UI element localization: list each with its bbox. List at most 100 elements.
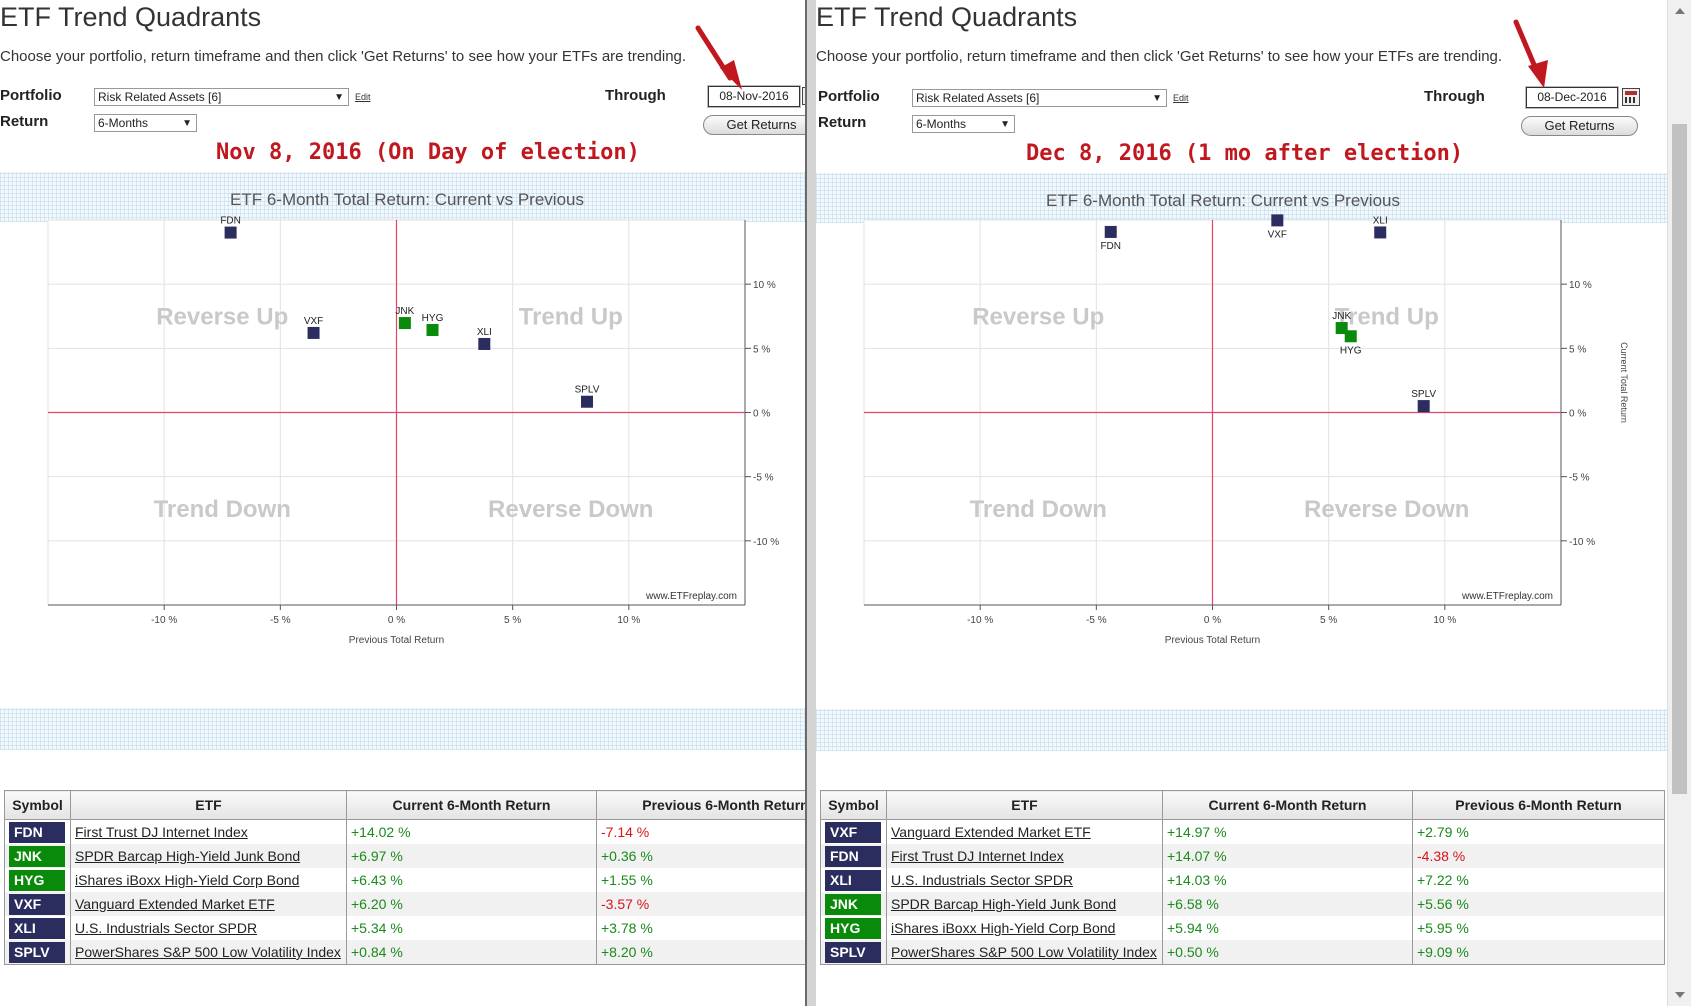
- data-point: [307, 326, 320, 339]
- previous-return-cell: -7.14 %: [596, 819, 805, 844]
- table-row: SPLV PowerShares S&P 500 Low Volatility I…: [4, 940, 805, 965]
- symbol-badge: FDN: [825, 846, 881, 867]
- quadrant-label: Reverse Down: [488, 496, 653, 523]
- scroll-down-icon[interactable]: [1675, 992, 1685, 998]
- data-point: [581, 395, 594, 408]
- portfolio-select[interactable]: Risk Related Assets [6] ▼: [912, 89, 1167, 107]
- data-point: [1344, 330, 1357, 343]
- quadrant-label: Trend Down: [970, 496, 1107, 523]
- panel-divider[interactable]: [805, 0, 816, 1006]
- header-etf[interactable]: ETF: [70, 790, 347, 820]
- etf-name-link[interactable]: SPDR Barcap High-Yield Junk Bond: [75, 848, 301, 864]
- etf-table-container: Symbol ETF Current 6-Month Return Previo…: [820, 790, 1665, 965]
- etf-name-link[interactable]: First Trust DJ Internet Index: [891, 848, 1064, 864]
- return-label: Return: [818, 114, 867, 131]
- through-date-input[interactable]: 08-Nov-2016: [707, 85, 801, 108]
- table-row: FDN First Trust DJ Internet Index +14.07 %…: [820, 844, 1665, 868]
- data-point: [1104, 225, 1117, 238]
- symbol-badge: SPLV: [9, 942, 65, 963]
- etf-name-link[interactable]: SPDR Barcap High-Yield Junk Bond: [891, 896, 1117, 912]
- x-tick-label: 5 %: [504, 615, 521, 626]
- etf-name-link[interactable]: PowerShares S&P 500 Low Volatility Index: [891, 944, 1157, 960]
- current-return-cell: +6.58 %: [1162, 892, 1413, 916]
- previous-return-cell: +7.22 %: [1412, 868, 1665, 892]
- header-current-return[interactable]: Current 6-Month Return: [346, 790, 597, 820]
- symbol-cell: VXF: [4, 892, 71, 916]
- etf-name-cell: First Trust DJ Internet Index: [886, 844, 1163, 868]
- scroll-up-icon[interactable]: [1675, 8, 1685, 14]
- quadrant-label: Reverse Up: [156, 303, 288, 330]
- instructions-text: Choose your portfolio, return timeframe …: [816, 48, 1503, 65]
- etf-name-link[interactable]: U.S. Industrials Sector SPDR: [891, 872, 1074, 888]
- y-axis-label: Current Total Return: [1619, 342, 1629, 423]
- through-date-input[interactable]: 08-Dec-2016: [1525, 86, 1619, 109]
- etf-name-link[interactable]: First Trust DJ Internet Index: [75, 824, 248, 840]
- data-point-label: JNK: [1332, 311, 1351, 322]
- header-symbol[interactable]: Symbol: [820, 790, 887, 820]
- chart-title: ETF 6-Month Total Return: Current vs Pre…: [230, 190, 584, 209]
- table-row: HYG iShares iBoxx High-Yield Corp Bond +5.…: [820, 916, 1665, 940]
- etf-name-link[interactable]: PowerShares S&P 500 Low Volatility Index: [75, 944, 341, 960]
- symbol-cell: HYG: [820, 916, 887, 940]
- chart-title-band: [0, 172, 805, 222]
- current-return-cell: +5.94 %: [1162, 916, 1413, 940]
- instructions-text: Choose your portfolio, return timeframe …: [0, 48, 687, 65]
- calendar-icon[interactable]: [802, 87, 805, 105]
- table-row: VXF Vanguard Extended Market ETF +6.20 % -3…: [4, 892, 805, 916]
- watermark-text: www.ETFreplay.com: [645, 591, 737, 602]
- etf-name-cell: iShares iBoxx High-Yield Corp Bond: [70, 868, 347, 892]
- get-returns-button[interactable]: Get Returns: [703, 115, 805, 135]
- calendar-icon[interactable]: [1622, 88, 1640, 106]
- data-point-label: HYG: [422, 313, 444, 324]
- etf-name-link[interactable]: iShares iBoxx High-Yield Corp Bond: [75, 872, 300, 888]
- chart-bottom-band: [0, 708, 805, 750]
- etf-name-link[interactable]: U.S. Industrials Sector SPDR: [75, 920, 258, 936]
- chevron-down-icon: ▼: [1000, 119, 1010, 130]
- current-return-cell: +14.07 %: [1162, 844, 1413, 868]
- chart-title: ETF 6-Month Total Return: Current vs Pre…: [1046, 191, 1400, 210]
- etf-name-cell: U.S. Industrials Sector SPDR: [886, 868, 1163, 892]
- portfolio-select-value: Risk Related Assets [6]: [98, 90, 222, 104]
- symbol-badge: XLI: [825, 870, 881, 891]
- return-select[interactable]: 6-Months ▼: [912, 115, 1015, 133]
- data-point: [224, 226, 237, 239]
- portfolio-select[interactable]: Risk Related Assets [6] ▼: [94, 88, 349, 106]
- etf-name-cell: Vanguard Extended Market ETF: [886, 819, 1163, 844]
- data-point: [1374, 226, 1387, 239]
- header-symbol[interactable]: Symbol: [4, 790, 71, 820]
- data-point: [1417, 400, 1430, 413]
- data-point-label: JNK: [395, 306, 414, 317]
- etf-name-link[interactable]: iShares iBoxx High-Yield Corp Bond: [891, 920, 1116, 936]
- scrollbar-thumb[interactable]: [1672, 124, 1687, 794]
- return-label: Return: [0, 113, 49, 130]
- symbol-badge: XLI: [9, 918, 65, 939]
- table-row: JNK SPDR Barcap High-Yield Junk Bond +6.58…: [820, 892, 1665, 916]
- etf-name-link[interactable]: Vanguard Extended Market ETF: [75, 896, 275, 912]
- y-tick-label: 10 %: [753, 280, 776, 291]
- app-title: ETF Trend Quadrants: [0, 2, 262, 32]
- data-point: [478, 337, 491, 350]
- red-arrow-icon: [1513, 19, 1548, 88]
- data-point-label: HYG: [1340, 345, 1362, 356]
- etf-name-link[interactable]: Vanguard Extended Market ETF: [891, 824, 1091, 840]
- symbol-cell: FDN: [820, 844, 887, 868]
- header-previous-return[interactable]: Previous 6-Month Return: [1412, 790, 1665, 820]
- x-tick-label: -10 %: [151, 615, 177, 626]
- current-return-cell: +14.02 %: [346, 819, 597, 844]
- header-etf[interactable]: ETF: [886, 790, 1163, 820]
- portfolio-label: Portfolio: [818, 88, 880, 105]
- header-previous-return[interactable]: Previous 6-Month Return: [596, 790, 805, 820]
- symbol-badge: SPLV: [825, 942, 881, 963]
- edit-link[interactable]: Edit: [1173, 93, 1189, 103]
- header-current-return[interactable]: Current 6-Month Return: [1162, 790, 1413, 820]
- vertical-scrollbar[interactable]: [1667, 0, 1691, 1006]
- chart-title-band: [816, 173, 1667, 223]
- quadrant-label: Trend Up: [519, 303, 623, 330]
- etf-name-cell: U.S. Industrials Sector SPDR: [70, 916, 347, 940]
- previous-return-cell: -3.57 %: [596, 892, 805, 916]
- table-header-row: Symbol ETF Current 6-Month Return Previo…: [820, 790, 1665, 820]
- edit-link[interactable]: Edit: [355, 92, 371, 102]
- x-tick-label: -10 %: [967, 615, 993, 626]
- get-returns-button[interactable]: Get Returns: [1521, 116, 1638, 136]
- return-select[interactable]: 6-Months ▼: [94, 114, 197, 132]
